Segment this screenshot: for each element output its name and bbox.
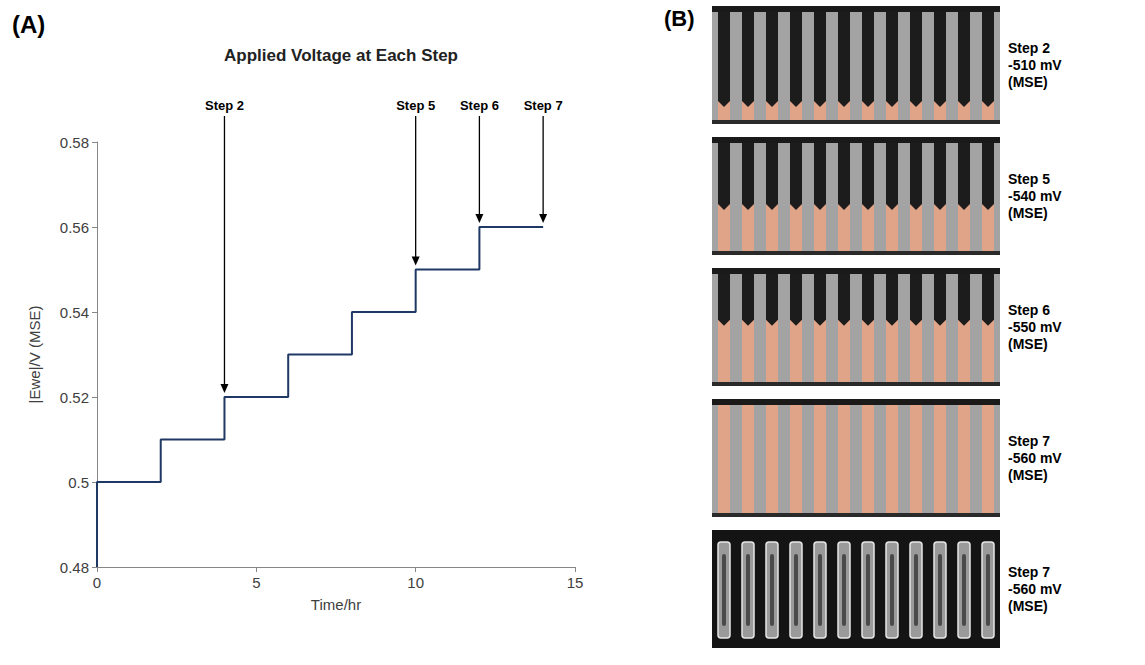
svg-text:-560 mV: -560 mV [1008, 581, 1062, 597]
svg-text:Step 5: Step 5 [396, 98, 435, 113]
svg-text:Step 2: Step 2 [205, 98, 244, 113]
svg-text:Step 7: Step 7 [1008, 433, 1050, 449]
svg-text:(MSE): (MSE) [1008, 598, 1048, 614]
svg-text:0.58: 0.58 [60, 134, 89, 151]
svg-text:-540 mV: -540 mV [1008, 188, 1062, 204]
svg-text:Step 7: Step 7 [524, 98, 563, 113]
svg-text:0.56: 0.56 [60, 219, 89, 236]
svg-text:(MSE): (MSE) [1008, 467, 1048, 483]
svg-text:Step 6: Step 6 [460, 98, 499, 113]
svg-text:-510 mV: -510 mV [1008, 57, 1062, 73]
svg-text:Step 7: Step 7 [1008, 564, 1050, 580]
svg-text:(MSE): (MSE) [1008, 205, 1048, 221]
svg-text:10: 10 [407, 574, 424, 591]
svg-text:Step 5: Step 5 [1008, 171, 1050, 187]
svg-text:Step 6: Step 6 [1008, 302, 1050, 318]
svg-text:(MSE): (MSE) [1008, 74, 1048, 90]
svg-text:(MSE): (MSE) [1008, 336, 1048, 352]
svg-text:0: 0 [93, 574, 101, 591]
svg-text:0.48: 0.48 [60, 559, 89, 576]
svg-text:Applied Voltage at Each Step: Applied Voltage at Each Step [224, 46, 458, 65]
svg-text:0.5: 0.5 [68, 474, 89, 491]
svg-text:Step 2: Step 2 [1008, 40, 1050, 56]
svg-text:|Ewe|/V (MSE): |Ewe|/V (MSE) [26, 306, 43, 404]
svg-text:Time/hr: Time/hr [311, 596, 361, 613]
svg-text:(B): (B) [664, 6, 695, 31]
svg-text:0.54: 0.54 [60, 304, 89, 321]
svg-text:-550 mV: -550 mV [1008, 319, 1062, 335]
svg-text:(A): (A) [12, 11, 45, 38]
svg-text:15: 15 [567, 574, 584, 591]
svg-text:5: 5 [252, 574, 260, 591]
svg-text:-560 mV: -560 mV [1008, 450, 1062, 466]
svg-text:0.52: 0.52 [60, 389, 89, 406]
